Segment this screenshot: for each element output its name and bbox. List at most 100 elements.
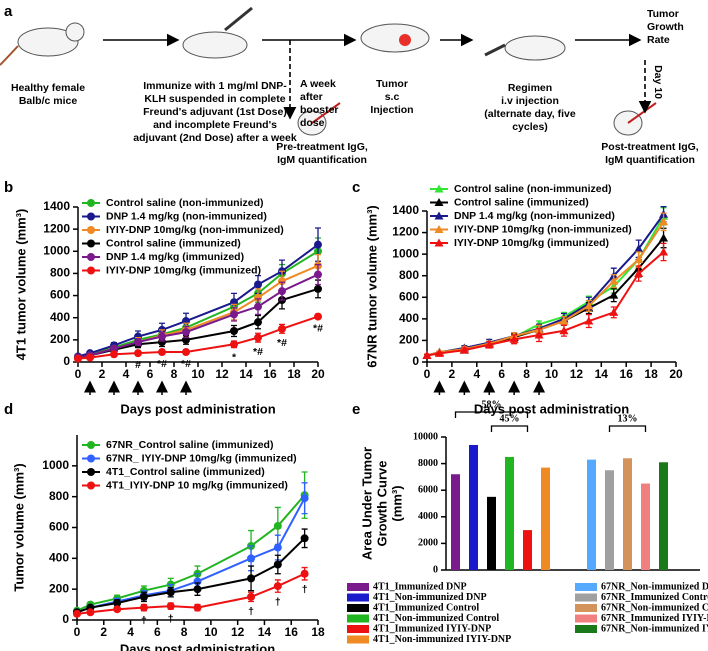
bracket <box>454 411 529 418</box>
data-point <box>278 324 286 333</box>
data-point <box>273 582 282 591</box>
data-point <box>230 340 238 349</box>
y-tick-label: 2000 <box>418 538 438 549</box>
x-tick-label: 12 <box>231 625 245 639</box>
mouse-icon <box>17 27 79 57</box>
significance-mark: *# <box>157 358 167 370</box>
panel-label: d <box>4 401 13 418</box>
y-tick-label: 800 <box>50 266 70 280</box>
x-tick-label: 16 <box>620 367 634 381</box>
series-line <box>77 243 319 358</box>
data-point <box>86 353 94 362</box>
x-tick-label: 14 <box>258 625 272 639</box>
y-axis-title: 4T1 tumor volume (mm³) <box>13 209 28 361</box>
legend-marker <box>434 238 444 247</box>
legend-swatch <box>575 614 597 623</box>
legend-label: Control saline (non-immunized) <box>454 183 612 195</box>
data-point <box>659 247 669 256</box>
y-tick-label: 600 <box>49 520 69 534</box>
legend-label: 67NR_Control saline (immunized) <box>106 439 273 451</box>
data-point <box>158 338 166 347</box>
data-point <box>273 521 282 530</box>
y-tick-label: 800 <box>49 489 69 503</box>
schematic-text: IgM quantification <box>605 154 695 166</box>
legend-marker <box>434 211 444 220</box>
legend-swatch <box>347 583 369 591</box>
y-tick-label: 6000 <box>418 484 438 495</box>
significance-mark: † <box>141 615 147 627</box>
legend-marker <box>87 266 95 275</box>
schematic-text: after <box>300 91 323 103</box>
syringe <box>484 43 506 57</box>
significance-mark: # <box>135 359 141 371</box>
y-axis-title: Growth Curve <box>374 461 389 547</box>
significance-mark: † <box>302 584 308 596</box>
day-label: Day 10 <box>652 65 664 99</box>
schematic-text: Rate <box>647 34 670 46</box>
data-point <box>254 293 262 302</box>
data-point <box>300 534 309 543</box>
legend-marker <box>87 199 95 207</box>
schematic-text: Growth <box>647 21 684 33</box>
schematic-text: IgM quantification <box>277 154 367 166</box>
legend-label: DNP 1.4 mg/kg (non-immunized) <box>106 210 267 222</box>
data-point <box>634 255 644 264</box>
x-tick-label: 8 <box>171 367 178 381</box>
legend-label: 67NR_Non-immunized Control <box>601 602 708 613</box>
legend-label: IYIY-DNP 10mg/kg (non-immunized) <box>106 224 284 236</box>
data-point <box>609 276 619 285</box>
schematic-arrows <box>103 33 652 120</box>
legend-label: 4T1_Non-immunized Control <box>373 613 499 624</box>
data-point <box>278 277 286 286</box>
legend-label: DNP 1.4 mg/kg (non-immunized) <box>454 210 615 222</box>
bar <box>523 530 532 570</box>
x-tick-label: 14 <box>239 367 253 381</box>
data-point <box>634 244 644 253</box>
data-point <box>314 240 322 249</box>
legend-swatch <box>347 593 369 602</box>
x-tick-label: 0 <box>75 367 82 381</box>
legend-marker <box>434 225 444 233</box>
y-tick-label: 0 <box>62 612 69 626</box>
data-point <box>300 494 309 503</box>
y-axis-title: Tumor volume (mm³) <box>11 463 26 591</box>
x-axis-title: Days post administration <box>474 401 629 416</box>
data-point <box>609 307 619 316</box>
significance-mark: * <box>232 351 237 363</box>
legend-marker <box>87 454 95 463</box>
data-point <box>110 344 118 353</box>
syringe <box>224 6 253 32</box>
y-tick-label: 200 <box>50 332 70 346</box>
y-tick-label: 1000 <box>392 246 419 260</box>
series-line <box>76 537 306 614</box>
schematic-text: Injection <box>370 104 413 116</box>
data-point <box>134 349 142 358</box>
data-point <box>278 287 286 296</box>
mouse-icon <box>65 22 85 42</box>
bar <box>541 467 550 570</box>
x-tick-label: 20 <box>669 367 683 381</box>
data-point <box>584 316 594 325</box>
data-point <box>158 332 166 341</box>
data-point <box>273 560 282 569</box>
x-tick-label: 2 <box>100 625 107 639</box>
series-line <box>76 494 306 612</box>
significance-mark: † <box>248 605 254 617</box>
series-line <box>426 237 665 357</box>
significance-mark: *# <box>277 337 287 349</box>
y-tick-label: 600 <box>50 288 70 302</box>
y-tick-label: 200 <box>399 333 419 347</box>
data-point <box>182 348 190 357</box>
bracket <box>608 425 647 432</box>
panel-label: a <box>4 3 13 20</box>
data-point <box>422 351 432 360</box>
x-tick-label: 18 <box>644 367 658 381</box>
data-point <box>230 327 238 335</box>
data-point <box>300 569 309 578</box>
bar <box>605 470 614 570</box>
y-tick-label: 1400 <box>392 203 419 217</box>
schematic-text: KLH suspended in complete <box>144 93 285 105</box>
schematic-text: A week <box>300 78 336 90</box>
data-point <box>134 338 142 347</box>
